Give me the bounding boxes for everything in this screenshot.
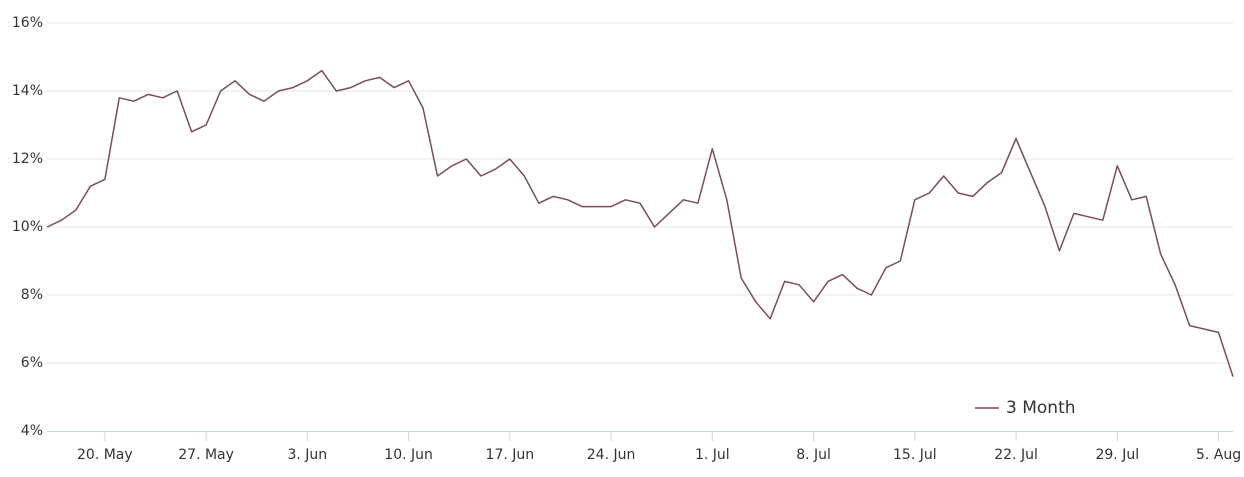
y-tick-label: 10%: [12, 219, 43, 235]
x-tick-label: 10. Jun: [384, 447, 433, 463]
y-tick-label: 12%: [12, 151, 43, 167]
x-tick-label: 20. May: [77, 447, 133, 463]
x-tick-label: 22. Jul: [994, 447, 1038, 463]
x-tick-label: 24. Jun: [587, 447, 636, 463]
x-tick-label: 15. Jul: [893, 447, 937, 463]
y-tick-label: 14%: [12, 83, 43, 99]
x-tick-label: 29. Jul: [1095, 447, 1139, 463]
x-tick-label: 5. Aug: [1196, 447, 1241, 463]
legend-label: 3 Month: [1006, 398, 1076, 418]
x-tick-label: 27. May: [178, 447, 234, 463]
y-tick-label: 16%: [12, 15, 43, 31]
y-tick-label: 8%: [21, 287, 43, 303]
line-series: [46, 69, 1234, 377]
x-tick-label: 1. Jul: [695, 447, 730, 463]
y-tick-label: 4%: [21, 423, 43, 439]
x-tick-label: 3. Jun: [287, 447, 327, 463]
y-tick-label: 6%: [21, 355, 43, 371]
x-tick-label: 8. Jul: [796, 447, 831, 463]
x-tick-label: 17. Jun: [486, 447, 535, 463]
